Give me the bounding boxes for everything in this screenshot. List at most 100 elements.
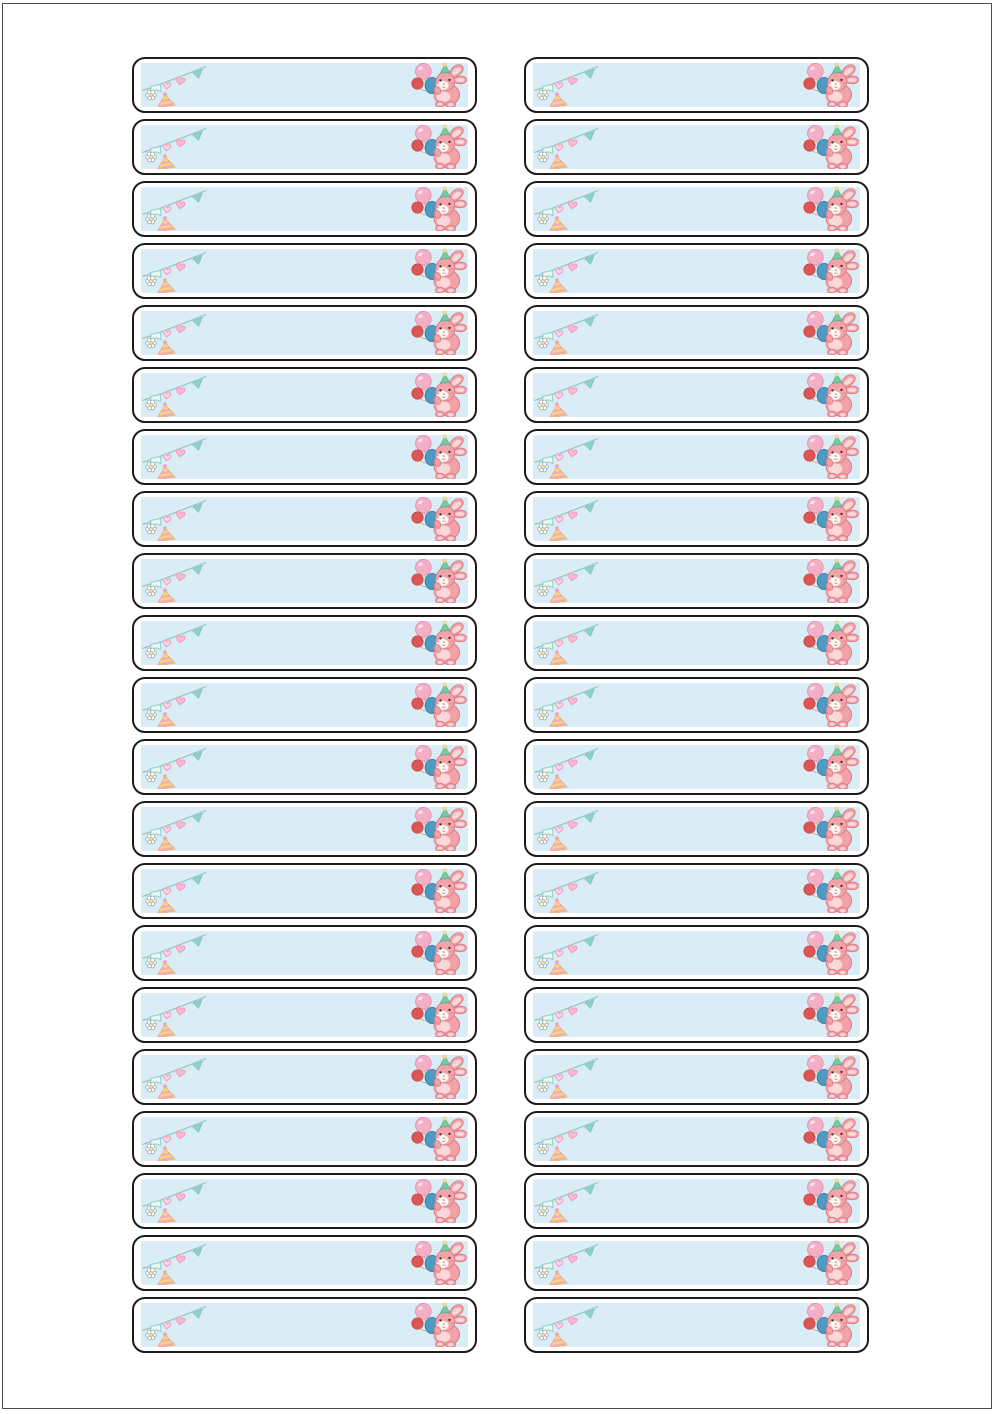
- address-label[interactable]: [524, 739, 869, 795]
- label-text-area[interactable]: [219, 627, 406, 659]
- label-text-area[interactable]: [219, 937, 406, 969]
- label-text-area[interactable]: [611, 999, 798, 1031]
- label-text-area[interactable]: [219, 1185, 406, 1217]
- address-label[interactable]: [132, 119, 477, 175]
- label-text-area[interactable]: [219, 441, 406, 473]
- address-label[interactable]: [132, 1235, 477, 1291]
- address-label[interactable]: [132, 305, 477, 361]
- label-text-area[interactable]: [219, 1061, 406, 1093]
- address-label[interactable]: [132, 429, 477, 485]
- address-label[interactable]: [524, 615, 869, 671]
- label-text-area[interactable]: [219, 1123, 406, 1155]
- address-label[interactable]: [524, 1111, 869, 1167]
- label-text-area[interactable]: [611, 69, 798, 101]
- label-text-area[interactable]: [219, 317, 406, 349]
- address-label[interactable]: [524, 987, 869, 1043]
- address-label[interactable]: [524, 925, 869, 981]
- address-label[interactable]: [524, 863, 869, 919]
- address-label[interactable]: [524, 1235, 869, 1291]
- party-bunting-icon: [142, 127, 207, 169]
- address-label[interactable]: [524, 491, 869, 547]
- label-panel: [141, 1240, 468, 1285]
- label-text-area[interactable]: [611, 565, 798, 597]
- label-text-area[interactable]: [611, 131, 798, 163]
- label-text-area[interactable]: [611, 751, 798, 783]
- label-text-area[interactable]: [219, 69, 406, 101]
- address-label[interactable]: [132, 739, 477, 795]
- party-hat-icon: [157, 774, 176, 789]
- address-label[interactable]: [524, 677, 869, 733]
- address-label[interactable]: [132, 491, 477, 547]
- label-text-area[interactable]: [611, 379, 798, 411]
- label-text-area[interactable]: [611, 1123, 798, 1155]
- label-text-area[interactable]: [219, 193, 406, 225]
- bunny-balloons-icon: [803, 186, 859, 231]
- party-bunting-icon: [142, 1305, 207, 1347]
- address-label[interactable]: [132, 863, 477, 919]
- address-label[interactable]: [524, 553, 869, 609]
- address-label[interactable]: [132, 243, 477, 299]
- label-panel: [141, 310, 468, 355]
- label-text-area[interactable]: [611, 937, 798, 969]
- label-text-area[interactable]: [611, 813, 798, 845]
- address-label[interactable]: [524, 305, 869, 361]
- party-hat-icon: [549, 526, 568, 541]
- address-label[interactable]: [524, 429, 869, 485]
- label-text-area[interactable]: [611, 1061, 798, 1093]
- label-text-area[interactable]: [219, 813, 406, 845]
- address-label[interactable]: [132, 1111, 477, 1167]
- label-text-area[interactable]: [611, 627, 798, 659]
- label-text-area[interactable]: [219, 1309, 406, 1341]
- address-label[interactable]: [132, 367, 477, 423]
- label-text-area[interactable]: [611, 875, 798, 907]
- address-label[interactable]: [132, 925, 477, 981]
- label-text-area[interactable]: [219, 1247, 406, 1279]
- label-text-area[interactable]: [611, 441, 798, 473]
- label-text-area[interactable]: [611, 193, 798, 225]
- address-label[interactable]: [132, 615, 477, 671]
- label-text-area[interactable]: [611, 689, 798, 721]
- label-text-area[interactable]: [219, 689, 406, 721]
- address-label[interactable]: [132, 181, 477, 237]
- label-text-area[interactable]: [219, 379, 406, 411]
- party-bunting-icon: [534, 251, 599, 293]
- party-bunting-icon: [142, 685, 207, 727]
- label-panel: [533, 1302, 860, 1347]
- address-label[interactable]: [524, 1297, 869, 1353]
- label-text-area[interactable]: [219, 131, 406, 163]
- label-text-area[interactable]: [611, 255, 798, 287]
- flower-icon: [145, 275, 157, 287]
- address-label[interactable]: [524, 801, 869, 857]
- label-text-area[interactable]: [611, 1309, 798, 1341]
- label-text-area[interactable]: [219, 751, 406, 783]
- label-text-area[interactable]: [611, 503, 798, 535]
- address-label[interactable]: [132, 1173, 477, 1229]
- label-text-area[interactable]: [219, 875, 406, 907]
- label-panel: [533, 434, 860, 479]
- label-text-area[interactable]: [219, 503, 406, 535]
- address-label[interactable]: [132, 1049, 477, 1105]
- address-label[interactable]: [132, 1297, 477, 1353]
- address-label[interactable]: [524, 181, 869, 237]
- bunny-balloons-icon: [411, 992, 467, 1037]
- address-label[interactable]: [132, 987, 477, 1043]
- address-label[interactable]: [524, 1173, 869, 1229]
- address-label[interactable]: [524, 57, 869, 113]
- bunny-balloons-icon: [411, 124, 467, 169]
- label-text-area[interactable]: [611, 317, 798, 349]
- address-label[interactable]: [132, 677, 477, 733]
- address-label[interactable]: [132, 553, 477, 609]
- label-text-area[interactable]: [219, 565, 406, 597]
- label-text-area[interactable]: [611, 1247, 798, 1279]
- party-hat-icon: [549, 1022, 568, 1037]
- label-text-area[interactable]: [219, 999, 406, 1031]
- address-label[interactable]: [132, 801, 477, 857]
- label-text-area[interactable]: [219, 255, 406, 287]
- address-label[interactable]: [524, 243, 869, 299]
- address-label[interactable]: [524, 367, 869, 423]
- address-label[interactable]: [524, 119, 869, 175]
- label-text-area[interactable]: [611, 1185, 798, 1217]
- party-bunting-icon: [534, 189, 599, 231]
- address-label[interactable]: [524, 1049, 869, 1105]
- address-label[interactable]: [132, 57, 477, 113]
